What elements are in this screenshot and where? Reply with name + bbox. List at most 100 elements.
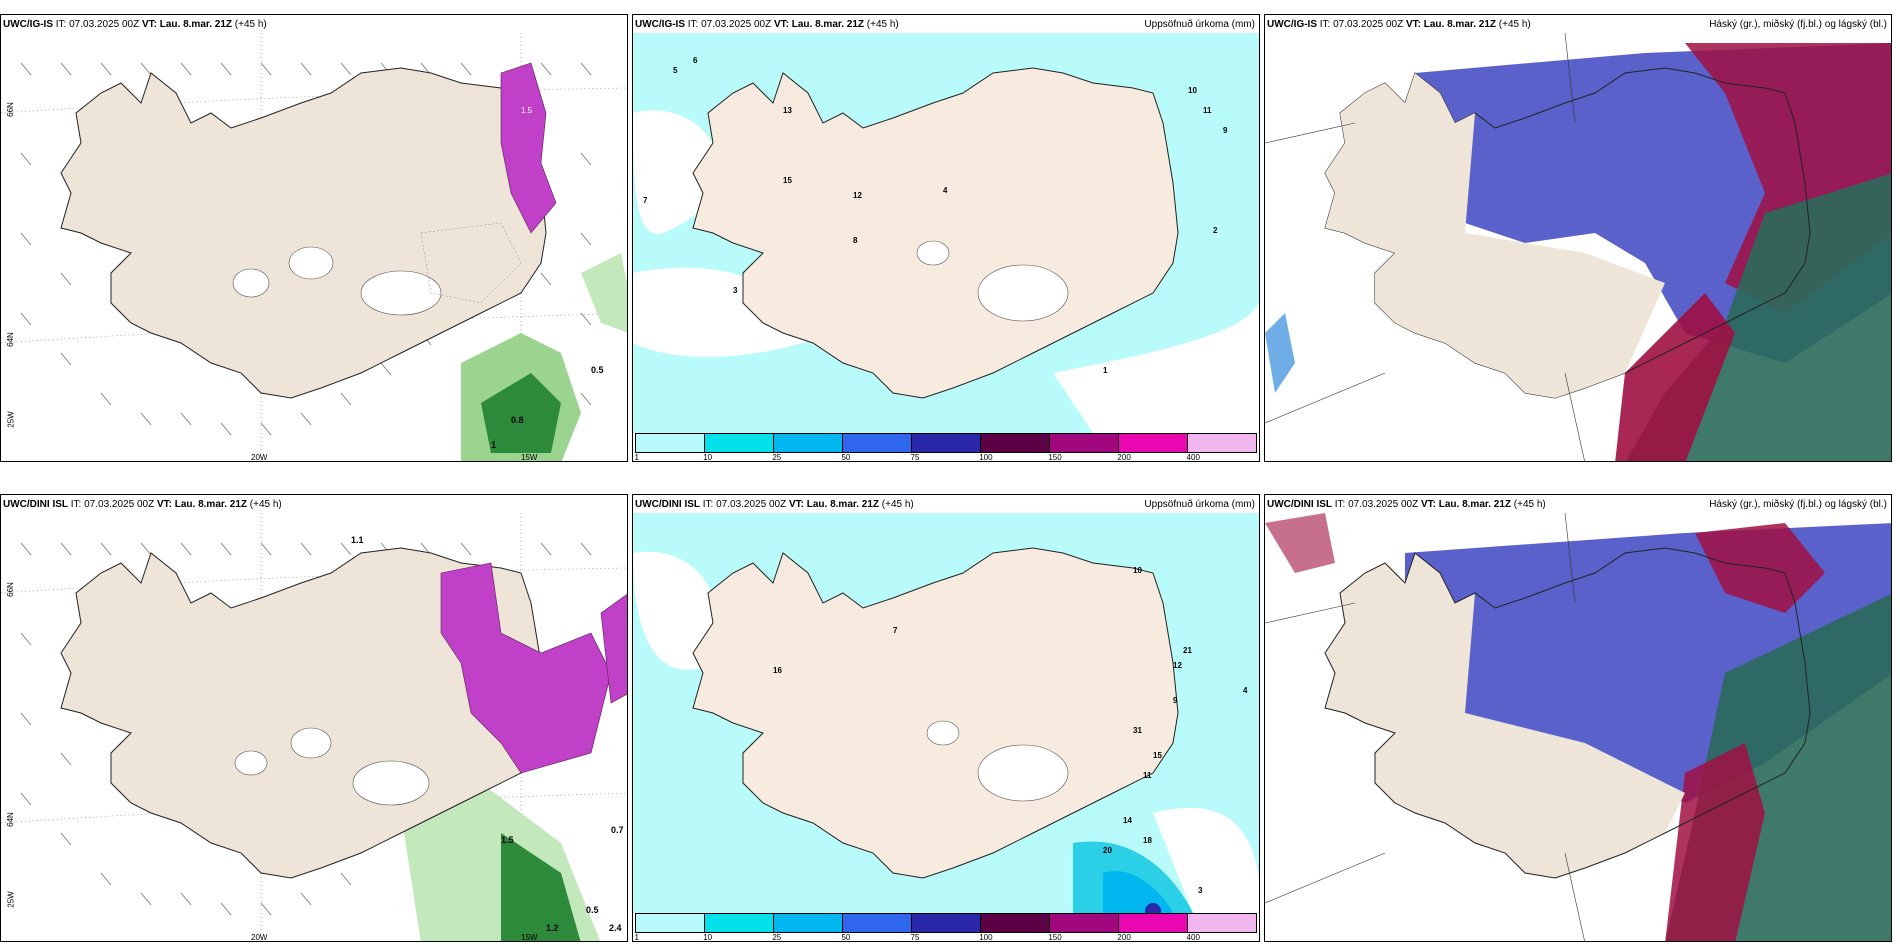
panel-title: Háský (gr.), miðský (fj.bl.) og lágský (… <box>1709 19 1887 30</box>
iceland-landmass <box>60 67 547 399</box>
contour-label: 1.1 <box>351 535 364 545</box>
colorbar-tick: 25 <box>772 453 782 462</box>
contour-label: 1.5 <box>501 835 514 845</box>
map-clouds <box>1265 513 1891 941</box>
contour-label: 0.5 <box>591 365 604 375</box>
svg-text:12: 12 <box>1173 661 1182 670</box>
svg-text:7: 7 <box>893 626 898 635</box>
svg-text:15: 15 <box>783 176 792 185</box>
colorbar-tick: 150 <box>1048 453 1062 462</box>
colorbar-tick: 50 <box>841 453 851 462</box>
contour-label: 0.7 <box>611 825 624 835</box>
svg-text:20: 20 <box>1103 846 1112 855</box>
map-clouds <box>1265 33 1891 461</box>
colorbar-swatch <box>843 434 912 452</box>
panel-header: UWC/IG-IS IT: 07.03.2025 00Z VT: Lau. 8.… <box>1267 19 1531 30</box>
colorbar-swatch <box>774 434 843 452</box>
contour-label: 0.4 <box>601 66 613 75</box>
svg-text:12: 12 <box>853 191 862 200</box>
panel-header: UWC/DINI ISL IT: 07.03.2025 00Z VT: Lau.… <box>1267 499 1546 510</box>
colorbar-swatch <box>843 914 912 932</box>
lon-label: 25W <box>6 891 16 908</box>
colorbar-tick: 400 <box>1186 453 1200 462</box>
svg-text:6: 6 <box>693 56 698 65</box>
panel-header: UWC/DINI ISL IT: 07.03.2025 00Z VT: Lau.… <box>635 499 914 510</box>
colorbar-tick: 200 <box>1117 453 1131 462</box>
lon-label: 20W <box>251 933 268 942</box>
iceland-landmass <box>1324 67 1811 399</box>
svg-text:10: 10 <box>1133 566 1142 575</box>
colorbar-swatch <box>981 434 1050 452</box>
panel-top-left-wind-snow: UWC/IG-IS IT: 07.03.2025 00Z VT: Lau. 8.… <box>0 14 628 462</box>
colorbar-tick: 150 <box>1048 933 1062 942</box>
colorbar-tick: 10 <box>703 933 713 942</box>
colorbar-swatch <box>1188 914 1256 932</box>
svg-text:3: 3 <box>1198 886 1203 895</box>
lon-label: 25W <box>6 411 16 428</box>
precip-green <box>461 253 627 461</box>
colorbar-swatch <box>981 914 1050 932</box>
colorbar-tick: 75 <box>910 933 920 942</box>
colorbar-swatch <box>636 914 705 932</box>
svg-text:15: 15 <box>1153 751 1162 760</box>
snow-contours <box>500 62 557 234</box>
colorbar-swatch <box>1050 914 1119 932</box>
panel-bottom-middle-precip: UWC/DINI ISL IT: 07.03.2025 00Z VT: Lau.… <box>632 494 1260 942</box>
colorbar-swatch <box>1119 434 1188 452</box>
contour-label: 2.4 <box>609 923 622 933</box>
map-precip: 5 6 7 12 13 15 10 8 9 11 4 3 2 1 <box>633 33 1259 433</box>
svg-text:2: 2 <box>1213 226 1218 235</box>
svg-text:4: 4 <box>943 186 948 195</box>
panel-bottom-left-wind-snow: UWC/DINI ISL IT: 07.03.2025 00Z VT: Lau.… <box>0 494 628 942</box>
colorbar-swatch <box>636 434 705 452</box>
svg-text:5: 5 <box>673 66 678 75</box>
colorbar-swatch <box>705 434 774 452</box>
colorbar-swatch <box>1188 434 1256 452</box>
map-precip: 14 20 18 31 15 16 12 11 21 10 9 7 4 3 <box>633 513 1259 919</box>
svg-text:16: 16 <box>773 666 782 675</box>
iceland-landmass <box>1324 547 1811 879</box>
colorbar-tick: 1 <box>634 933 640 942</box>
contour-label: 1 <box>491 440 496 450</box>
lat-label: 66N <box>5 102 15 117</box>
colorbar-tick: 25 <box>772 933 782 942</box>
colorbar-tick: 100 <box>979 933 993 942</box>
map-wind-snow: 0.5 0.8 1 1.5 0.4 <box>1 33 627 461</box>
colorbar-swatch <box>912 434 981 452</box>
svg-text:1: 1 <box>1103 366 1108 375</box>
svg-text:13: 13 <box>783 106 792 115</box>
colorbar-tick: 50 <box>841 933 851 942</box>
contour-label: 1.5 <box>521 106 533 115</box>
svg-text:10: 10 <box>1188 86 1197 95</box>
colorbar-tick: 200 <box>1117 933 1131 942</box>
iceland-landmass <box>692 547 1179 879</box>
panel-title: Háský (gr.), miðský (fj.bl.) og lágský (… <box>1709 499 1887 510</box>
panel-title: Uppsöfnuð úrkoma (mm) <box>1144 19 1255 30</box>
svg-text:31: 31 <box>1133 726 1142 735</box>
lat-label: 66N <box>5 582 15 597</box>
contour-label: 1.2 <box>546 923 559 933</box>
svg-text:11: 11 <box>1203 106 1212 115</box>
svg-text:9: 9 <box>1223 126 1228 135</box>
colorbar-swatch <box>705 914 774 932</box>
panel-header: UWC/IG-IS IT: 07.03.2025 00Z VT: Lau. 8.… <box>635 19 899 30</box>
colorbar-tick: 1 <box>634 453 640 462</box>
panel-title: Uppsöfnuð úrkoma (mm) <box>1144 499 1255 510</box>
svg-text:14: 14 <box>1123 816 1132 825</box>
panel-top-right-clouds: UWC/IG-IS IT: 07.03.2025 00Z VT: Lau. 8.… <box>1264 14 1892 462</box>
lon-label: 15W <box>521 933 538 942</box>
colorbar-tick: 10 <box>703 453 713 462</box>
lon-label: 15W <box>521 453 538 462</box>
colorbar-swatch <box>774 914 843 932</box>
svg-text:21: 21 <box>1183 646 1192 655</box>
svg-text:11: 11 <box>1143 771 1152 780</box>
colorbar-swatch <box>1050 434 1119 452</box>
contour-label: 0.8 <box>511 415 524 425</box>
colorbar-tick: 100 <box>979 453 993 462</box>
svg-text:8: 8 <box>853 236 858 245</box>
svg-text:7: 7 <box>643 196 648 205</box>
precip-colorbar: 1 10 25 50 75 100 150 200 400 <box>634 913 1257 942</box>
colorbar-swatch <box>912 914 981 932</box>
panel-header: UWC/DINI ISL IT: 07.03.2025 00Z VT: Lau.… <box>3 499 282 510</box>
iceland-landmass <box>692 67 1179 399</box>
